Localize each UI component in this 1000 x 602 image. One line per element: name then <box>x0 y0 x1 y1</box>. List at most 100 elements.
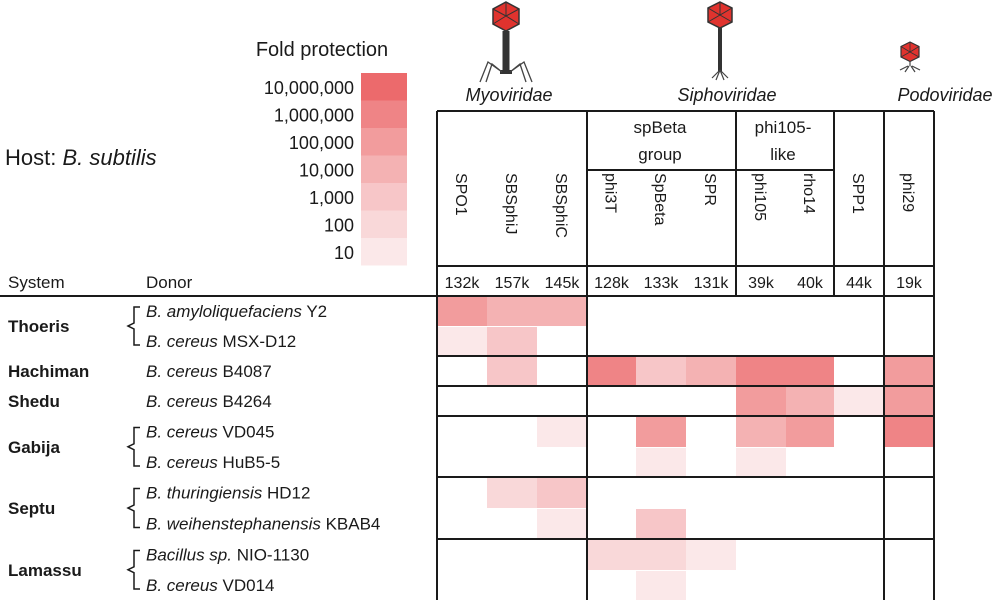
heat-cell-vd045-spbeta <box>636 417 686 447</box>
system-label-hachiman: Hachiman <box>8 362 89 381</box>
genome-size-spp1: 44k <box>846 275 873 292</box>
legend-label-100: 100 <box>324 216 354 236</box>
heat-cell-nio-1130-spbeta <box>636 540 686 570</box>
donor-label-nio-1130: Bacillus sp. NIO-1130 <box>146 546 309 565</box>
donor-label-hd12: B. thuringiensis HD12 <box>146 484 310 503</box>
heat-cell-y2-spo1 <box>437 297 487 326</box>
system-column-header: System <box>8 273 65 292</box>
system-label-lamassu: Lamassu <box>8 561 82 580</box>
genome-size-sbsphic: 145k <box>545 275 581 292</box>
genome-size-phi29: 19k <box>896 275 923 292</box>
legend-label-10-000: 10,000 <box>299 161 354 181</box>
heat-cell-kbab4-spbeta <box>636 509 686 539</box>
system-bracket-thoeris <box>126 306 140 346</box>
donor-label-y2: B. amyloliquefaciens Y2 <box>146 302 327 321</box>
legend-label-1-000-000: 1,000,000 <box>274 106 354 126</box>
genome-size-phi3t: 128k <box>594 275 630 292</box>
legend-swatch-1-000 <box>361 183 407 211</box>
donor-column-header: Donor <box>146 273 193 292</box>
legend-swatch-1-000-000 <box>361 100 407 128</box>
group-phi105-line2: like <box>770 145 796 164</box>
heat-cell-hub5-5-phi105 <box>736 448 786 477</box>
group-phi105-line1: phi105- <box>755 118 812 137</box>
fold-protection-legend: Fold protection 10,000,000 1,000,000 100,0… <box>256 39 407 266</box>
phage-label-phi29: phi29 <box>899 173 916 212</box>
family-siphoviridae: Siphoviridae <box>677 85 776 105</box>
heat-cell-vd045-phi105 <box>736 417 786 447</box>
heat-cell-hub5-5-spbeta <box>636 448 686 477</box>
legend-swatch-10-000 <box>361 155 407 183</box>
system-label-septu: Septu <box>8 499 55 518</box>
donor-label-vd014: B. cereus VD014 <box>146 576 275 595</box>
phage-label-spo1: SPO1 <box>452 173 469 216</box>
heat-cell-b4087-phi3t <box>587 357 636 386</box>
heat-cell-y2-sbsphic <box>537 297 587 326</box>
donor-label-b4264: B. cereus B4264 <box>146 392 272 411</box>
phage-label-spp1: SPP1 <box>849 173 866 214</box>
family-podoviridae: Podoviridae <box>897 85 992 105</box>
heat-cell-b4087-spr <box>686 357 736 386</box>
heat-cell-nio-1130-phi3t <box>587 540 636 570</box>
phage-label-phi105: phi105 <box>751 173 768 221</box>
legend-swatch-10 <box>361 238 407 266</box>
genome-size-spo1: 132k <box>445 275 481 292</box>
legend-label-1-000: 1,000 <box>309 188 354 208</box>
genome-size-spbeta: 133k <box>644 275 680 292</box>
donor-label-msx-d12: B. cereus MSX-D12 <box>146 332 296 351</box>
legend-swatch-100 <box>361 210 407 238</box>
genome-size-phi105: 39k <box>748 275 775 292</box>
legend-label-100-000: 100,000 <box>289 133 354 153</box>
heat-cell-nio-1130-spr <box>686 540 736 570</box>
host-label: Host: B. subtilis <box>5 145 157 170</box>
heat-cell-msx-d12-sbsphij <box>487 327 537 356</box>
podovirus-phage-icon <box>899 41 921 73</box>
donor-label-kbab4: B. weihenstephanensis KBAB4 <box>146 515 380 534</box>
legend-label-10: 10 <box>334 243 354 263</box>
phage-label-phi3t: phi3T <box>602 173 619 213</box>
group-spbeta-line1: spBeta <box>634 118 687 137</box>
heat-cell-b4264-phi29 <box>884 387 934 416</box>
phage-label-spr: SPR <box>701 173 718 206</box>
heat-cell-y2-sbsphij <box>487 297 537 326</box>
phage-label-rho14: rho14 <box>800 173 817 214</box>
donor-label-vd045: B. cereus VD045 <box>146 423 275 442</box>
donor-label-hub5-5: B. cereus HuB5-5 <box>146 453 280 472</box>
heat-cell-vd014-spbeta <box>636 571 686 600</box>
heat-cell-b4264-spp1 <box>834 387 884 416</box>
heat-cell-kbab4-sbsphic <box>537 509 587 539</box>
heat-cell-b4087-spbeta <box>636 357 686 386</box>
system-bracket-lamassu <box>126 549 140 590</box>
phage-label-sbsphic: SBSphiC <box>552 173 569 238</box>
phage-label-spbeta: SpBeta <box>651 173 668 226</box>
siphovirus-phage-icon <box>707 1 733 81</box>
heat-cell-vd045-sbsphic <box>537 417 587 447</box>
group-spbeta-line2: group <box>638 145 681 164</box>
heat-cell-b4087-phi105 <box>736 357 786 386</box>
myovirus-phage-icon <box>479 1 533 83</box>
heat-cell-vd045-phi29 <box>884 417 934 447</box>
donor-label-b4087: B. cereus B4087 <box>146 362 272 381</box>
heat-cell-hd12-sbsphij <box>487 478 537 508</box>
family-myoviridae: Myoviridae <box>465 85 552 105</box>
legend-label-10-000-000: 10,000,000 <box>264 78 354 98</box>
heat-cell-b4087-sbsphij <box>487 357 537 386</box>
heat-cell-b4264-rho14 <box>786 387 834 416</box>
legend-swatch-100-000 <box>361 128 407 156</box>
heat-cell-b4264-phi105 <box>736 387 786 416</box>
genome-size-sbsphij: 157k <box>495 275 531 292</box>
legend-title: Fold protection <box>256 39 388 61</box>
system-bracket-gabija <box>126 426 140 467</box>
system-bracket-septu <box>126 487 140 529</box>
genome-size-spr: 131k <box>694 275 730 292</box>
heat-cell-b4087-rho14 <box>786 357 834 386</box>
system-label-thoeris: Thoeris <box>8 317 69 336</box>
heat-cell-b4087-phi29 <box>884 357 934 386</box>
system-label-gabija: Gabija <box>8 438 61 457</box>
system-label-shedu: Shedu <box>8 392 60 411</box>
genome-size-rho14: 40k <box>797 275 824 292</box>
legend-swatch-10-000-000 <box>361 73 407 101</box>
heat-cell-vd045-rho14 <box>786 417 834 447</box>
phage-label-sbsphij: SBSphiJ <box>502 173 519 234</box>
heat-cell-msx-d12-spo1 <box>437 327 487 356</box>
